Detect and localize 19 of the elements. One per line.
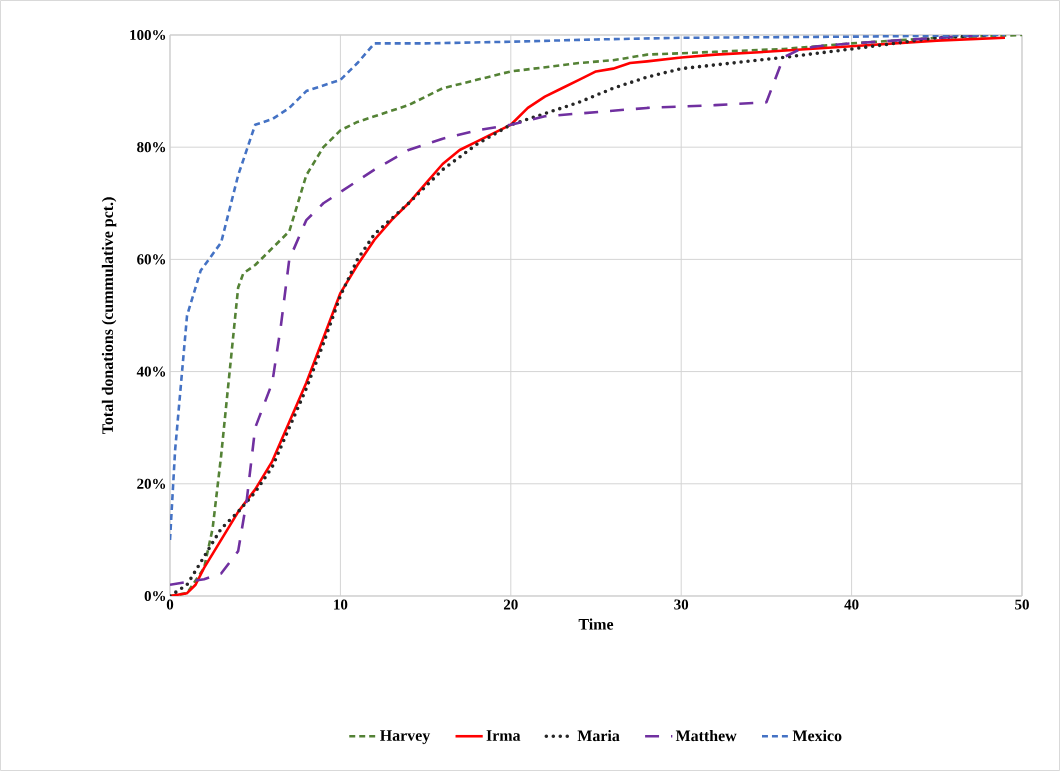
- x-tick-label: 10: [334, 599, 348, 610]
- y-tick-label: 60%: [137, 254, 166, 265]
- legend-label: Irma: [486, 730, 521, 741]
- legend-label: Harvey: [380, 730, 431, 745]
- legend-label: Matthew: [675, 729, 737, 742]
- x-axis-title: Time: [578, 618, 614, 630]
- y-tick-label: 20%: [137, 478, 166, 489]
- legend-label: Mexico: [792, 729, 842, 742]
- x-tick-label: 20: [503, 599, 518, 610]
- x-tick-label: 40: [844, 599, 859, 610]
- y-tick-label: 40%: [136, 366, 166, 377]
- y-tick-label: 100%: [130, 29, 166, 41]
- x-tick-label: 0: [166, 599, 174, 610]
- y-tick-label: 80%: [137, 142, 166, 153]
- legend-label: Maria: [577, 729, 620, 742]
- y-axis-title: Total donations (cummulative pct.): [101, 197, 117, 435]
- x-tick-label: 50: [1015, 599, 1029, 610]
- x-tick-label: 30: [674, 599, 689, 610]
- y-tick-label: 0%: [144, 590, 166, 602]
